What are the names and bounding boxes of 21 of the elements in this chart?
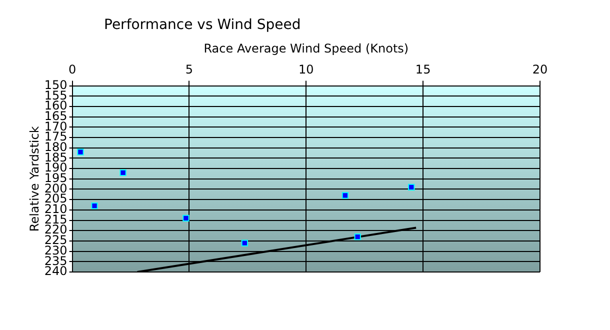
x-axis-title: Race Average Wind Speed (Knots) (204, 41, 409, 56)
chart-title: Performance vs Wind Speed (104, 17, 301, 33)
point (354, 234, 361, 240)
y-tick-label: 165 (44, 108, 68, 123)
x-tick-label: 10 (298, 62, 314, 77)
x-tick-label: 0 (68, 62, 76, 77)
y-axis-title: Relative Yardstick (27, 126, 42, 232)
point (91, 202, 98, 210)
x-tick-label: 5 (185, 62, 194, 77)
x-tick-label: 15 (415, 62, 431, 77)
point (182, 214, 190, 222)
point (342, 192, 349, 199)
y-tick-label: 240 (44, 264, 68, 278)
x-tick-label: 20 (532, 62, 548, 77)
y-tick-label: 150 (44, 78, 68, 92)
point (120, 169, 126, 176)
point (241, 240, 248, 246)
y-tick-label: 180 (44, 140, 68, 154)
point (408, 184, 415, 191)
y-tick-label: 230 (44, 243, 68, 258)
point (77, 148, 84, 156)
